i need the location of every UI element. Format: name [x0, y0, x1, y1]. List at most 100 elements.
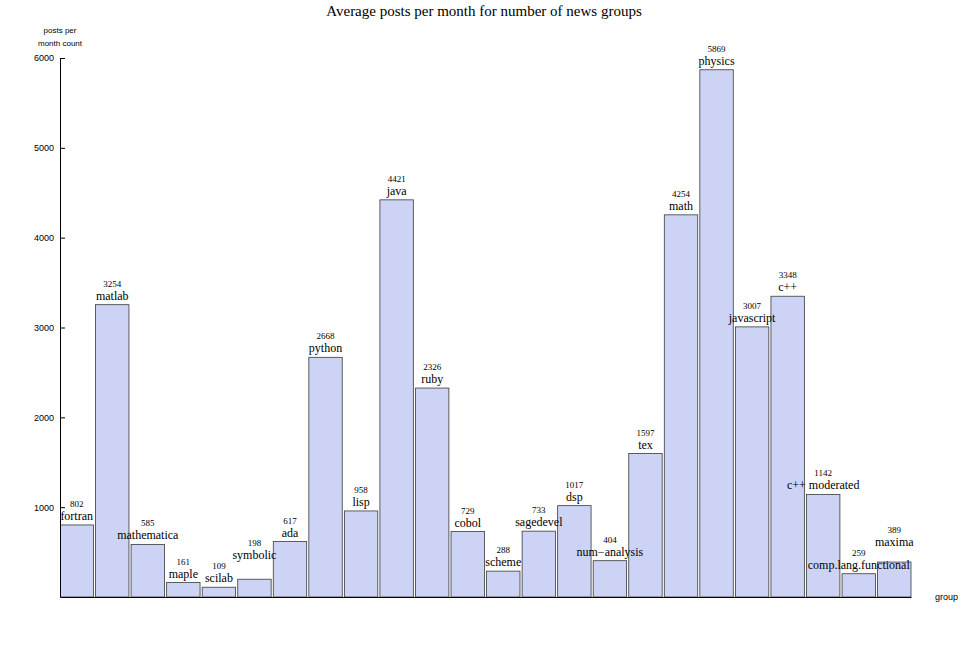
bar: [380, 200, 413, 597]
y-tick: 6000: [34, 53, 65, 63]
bar-label-group: java4421: [386, 174, 408, 198]
y-tick: 5000: [34, 143, 65, 153]
bar: [344, 511, 377, 597]
data-label: 958: [354, 485, 368, 495]
category-label: c++ moderated: [787, 478, 860, 492]
category-label: math: [669, 199, 693, 213]
bar: [273, 542, 306, 597]
data-label: 617: [283, 516, 297, 526]
data-label: 1142: [814, 468, 832, 478]
category-label: python: [309, 341, 342, 355]
bar-label-group: python2668: [309, 331, 342, 355]
y-axis-label: posts permonth count: [38, 26, 83, 48]
bar: [238, 579, 271, 597]
y-tick-label: 2000: [34, 413, 54, 423]
y-tick-mark: [60, 148, 65, 149]
category-label: maxima: [875, 535, 914, 549]
bar-labels: fortran802matlab3254mathematica585maple1…: [60, 44, 914, 585]
x-axis: [61, 597, 912, 598]
bar-label-group: dsp1017: [565, 480, 584, 504]
data-label: 1017: [565, 480, 584, 490]
y-tick-label: 3000: [34, 323, 54, 333]
y-tick: 2000: [34, 413, 65, 423]
bar: [96, 305, 129, 597]
category-label: c++: [778, 280, 797, 294]
chart-svg: Average posts per month for number of ne…: [0, 0, 968, 658]
bar-label-group: ada617: [282, 516, 299, 540]
bar: [842, 574, 875, 597]
data-label: 4254: [672, 189, 691, 199]
bar: [593, 561, 626, 597]
bar: [202, 587, 235, 597]
category-label: scilab: [205, 571, 233, 585]
chart-container: Average posts per month for number of ne…: [0, 0, 968, 658]
category-label: ruby: [421, 372, 443, 386]
category-label: mathematica: [117, 528, 179, 542]
data-label: 802: [70, 499, 84, 509]
bar-label-group: physics5869: [699, 44, 735, 68]
category-label: ada: [282, 526, 299, 540]
data-label: 161: [177, 557, 191, 567]
data-label: 404: [603, 535, 617, 545]
data-label: 389: [888, 525, 902, 535]
y-tick-label: 6000: [34, 53, 54, 63]
data-label: 259: [852, 548, 866, 558]
bar: [806, 494, 839, 597]
y-tick-mark: [60, 58, 65, 59]
data-label: 3348: [779, 270, 798, 280]
category-label: matlab: [96, 289, 129, 303]
bar-label-group: scilab109: [205, 561, 233, 585]
data-label: 288: [497, 545, 511, 555]
bar: [487, 571, 520, 597]
bar-label-group: matlab3254: [96, 279, 129, 303]
bar-label-group: symbolic198: [232, 538, 276, 562]
bar: [664, 215, 697, 597]
data-label: 3254: [103, 279, 122, 289]
bar: [309, 357, 342, 597]
bar-label-group: fortran802: [60, 499, 93, 523]
bar-label-group: scheme288: [485, 545, 521, 569]
data-label: 109: [212, 561, 226, 571]
bar: [167, 583, 200, 597]
y-tick-mark: [60, 328, 65, 329]
bar-label-group: c++ moderated1142: [787, 468, 860, 492]
y-tick-mark: [60, 417, 65, 418]
bar: [131, 544, 164, 597]
x-axis-line: [61, 597, 912, 598]
bar: [60, 525, 93, 597]
bar-label-group: lisp958: [352, 485, 369, 509]
bar: [451, 532, 484, 597]
data-label: 1597: [636, 428, 655, 438]
y-tick: 3000: [34, 323, 65, 333]
category-label: symbolic: [232, 548, 276, 562]
category-label: java: [386, 184, 408, 198]
y-tick-label: 1000: [34, 503, 54, 513]
bar-label-group: cobol729: [454, 506, 481, 530]
data-label: 4421: [388, 174, 406, 184]
y-tick-label: 4000: [34, 233, 54, 243]
data-label: 729: [461, 506, 475, 516]
y-axis-label-line: posts per: [44, 26, 77, 35]
data-label: 2326: [423, 362, 442, 372]
bar-label-group: maple161: [169, 557, 198, 581]
category-label: fortran: [60, 509, 93, 523]
bar-label-group: ruby2326: [421, 362, 443, 386]
data-label: 585: [141, 518, 155, 528]
category-label: scheme: [485, 555, 521, 569]
y-tick-mark: [60, 238, 65, 239]
category-label: comp.lang.functional: [808, 558, 911, 572]
bar-label-group: math4254: [669, 189, 693, 213]
bar-label-group: sagedevel733: [515, 505, 563, 529]
x-axis-label: group: [935, 592, 958, 602]
bar: [415, 388, 448, 597]
data-label: 2668: [317, 331, 336, 341]
bar: [629, 454, 662, 597]
category-label: maple: [169, 567, 198, 581]
category-label: lisp: [352, 495, 369, 509]
y-tick-label: 5000: [34, 143, 54, 153]
category-label: cobol: [454, 516, 481, 530]
bar-label-group: c++3348: [778, 270, 797, 294]
bar-label-group: tex1597: [636, 428, 655, 452]
bar-label-group: comp.lang.functional259: [808, 548, 911, 572]
bar: [771, 296, 804, 597]
